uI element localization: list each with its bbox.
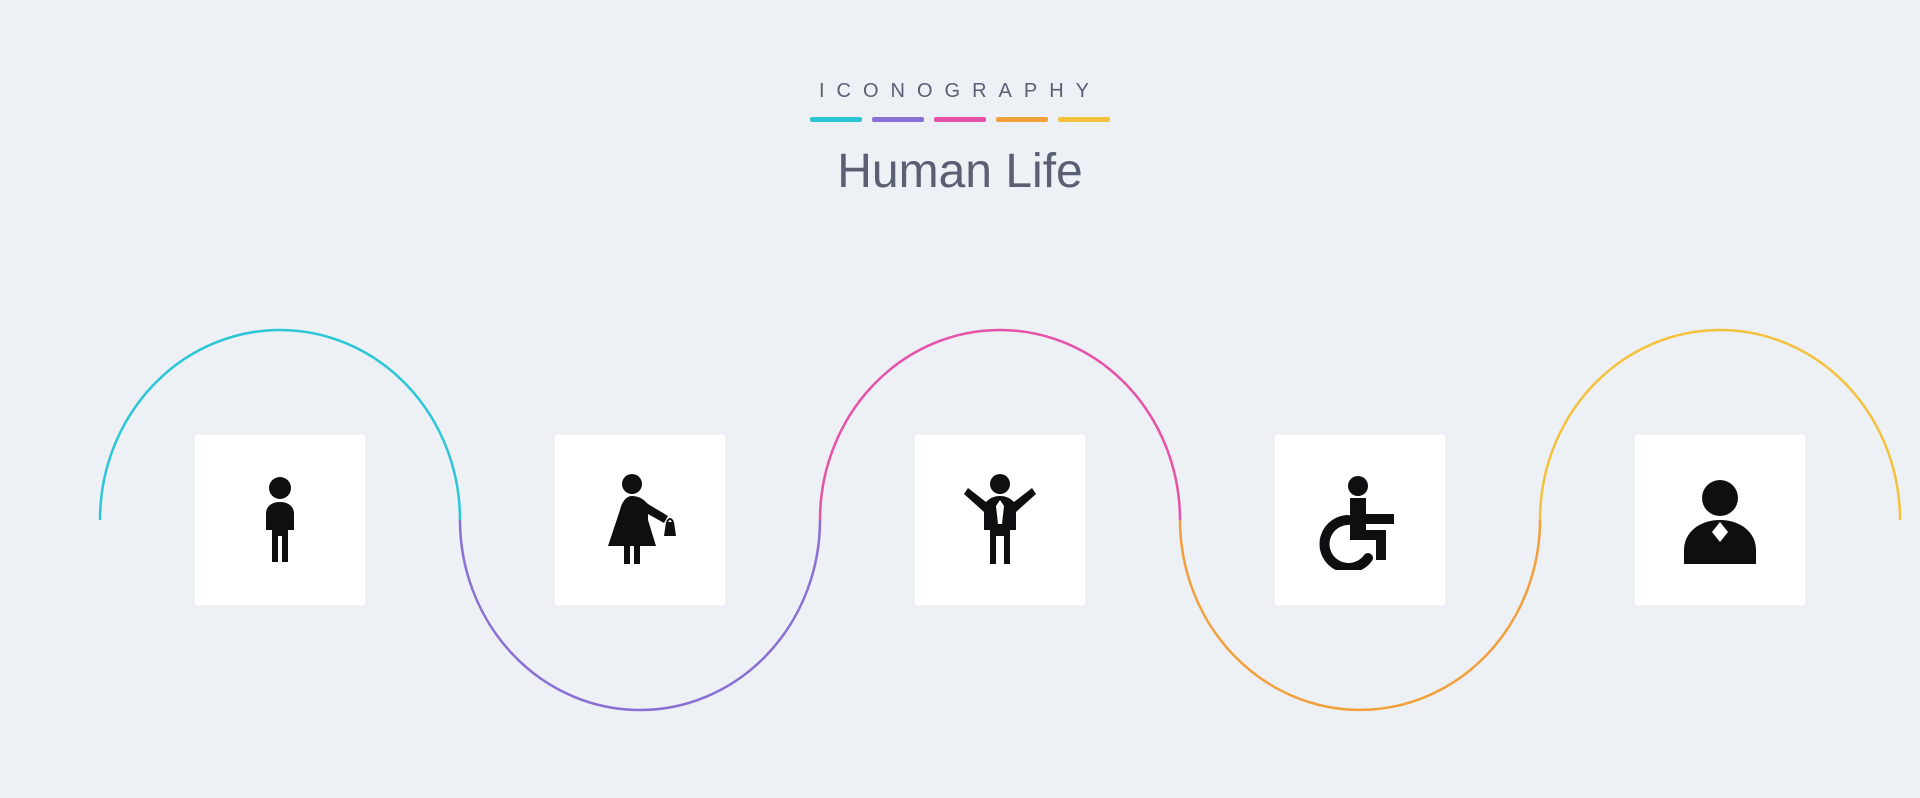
header: ICONOGRAPHY Human Life — [810, 80, 1110, 199]
user-avatar-icon — [1670, 470, 1770, 570]
icon-card — [915, 435, 1085, 605]
icon-card — [555, 435, 725, 605]
underline-seg — [1058, 117, 1110, 122]
icon-card — [1275, 435, 1445, 605]
wheelchair-user-icon — [1310, 470, 1410, 570]
underline-seg — [872, 117, 924, 122]
woman-with-bag-icon — [590, 470, 690, 570]
brand-label: ICONOGRAPHY — [810, 80, 1110, 103]
child-icon — [230, 470, 330, 570]
underline-seg — [934, 117, 986, 122]
icon-card — [195, 435, 365, 605]
icon-card — [1635, 435, 1805, 605]
underline-seg — [810, 117, 862, 122]
underline-seg — [996, 117, 1048, 122]
brand-underline — [810, 117, 1110, 122]
happy-businessman-icon — [950, 470, 1050, 570]
page-title: Human Life — [810, 144, 1110, 199]
